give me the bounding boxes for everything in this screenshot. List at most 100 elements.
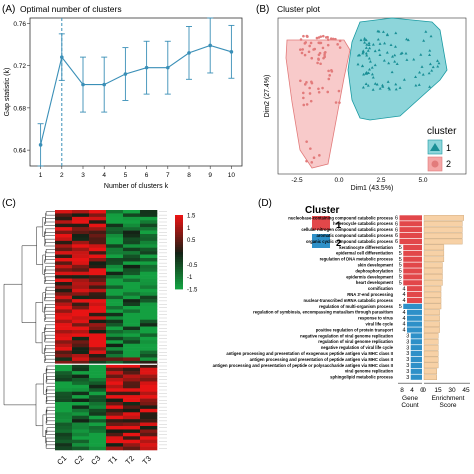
cluster-2-point: [366, 84, 370, 87]
heatmap-cell: [89, 295, 107, 300]
gene-count-bar: [403, 250, 422, 256]
heatmap-cell: [123, 282, 141, 286]
heatmap-cell: [140, 230, 158, 235]
cluster-1-point: [338, 46, 342, 49]
heatmap-cell: [89, 230, 107, 235]
heatmap-cell: [140, 378, 158, 382]
heatmap-cell: [72, 264, 90, 269]
heatmap-cell: [89, 213, 107, 218]
cluster-1-point: [326, 43, 330, 47]
heatmap-cell: [123, 278, 141, 283]
cluster-1-point: [299, 79, 302, 83]
gene-count-value: 6: [395, 216, 398, 222]
heatmap-cell: [72, 336, 90, 341]
dendrogram-branch: [46, 417, 55, 423]
heatmap-cell: [55, 240, 73, 245]
gap-line: [40, 44, 232, 145]
heatmap-cell: [55, 336, 73, 341]
heatmap-cell: [123, 306, 141, 310]
go-term-label: antigen processing and presentation of e…: [226, 351, 393, 356]
dendrogram-branch: [46, 376, 55, 382]
dendrogram-branch: [44, 334, 55, 341]
cluster-2-point: [373, 82, 377, 85]
cluster-2-point: [387, 61, 391, 65]
cluster-1-point: [334, 101, 338, 104]
heatmap-cell: [106, 360, 124, 365]
cluster-2-point: [418, 70, 422, 74]
heatmap-cell: [55, 258, 73, 262]
go-term-label: sphingolipid metabolic process: [330, 375, 393, 380]
gap-point: [123, 72, 128, 76]
gene-count-bar: [399, 215, 422, 221]
cluster-2-point: [361, 51, 365, 55]
heatmap-cell: [140, 343, 158, 348]
heatmap-cell: [123, 330, 141, 334]
panel-b-title: Cluster plot: [277, 4, 321, 14]
cluster-2-point: [383, 41, 387, 45]
heatmap-cell: [140, 432, 158, 437]
dendrogram-branch: [44, 304, 55, 310]
dendrogram-branch: [45, 400, 55, 404]
panel-a-ylabel: Gap statistic (k): [4, 68, 11, 117]
column-label: C2: [72, 454, 85, 467]
cluster-2-point: [398, 86, 402, 89]
heatmap-cell: [89, 227, 107, 231]
enrichment-bar: [423, 280, 443, 286]
cluster-2-point: [367, 67, 371, 71]
heatmap-cell: [89, 271, 107, 276]
heatmap-cell: [72, 340, 90, 345]
heatmap-cell: [55, 367, 73, 372]
color-scale-step: [175, 242, 183, 245]
heatmap-cell: [106, 326, 124, 331]
heatmap-cell: [72, 244, 90, 249]
heatmap-cell: [89, 285, 107, 290]
cluster-1-point: [334, 37, 337, 41]
gene-count-bar: [403, 262, 422, 268]
heatmap-cell: [55, 429, 73, 434]
cluster-2-point: [412, 57, 416, 61]
heatmap-cell: [89, 391, 107, 396]
heatmap-cell: [123, 299, 141, 303]
heatmap-cell: [89, 402, 107, 406]
cluster-2-point: [428, 85, 432, 88]
heatmap-cell: [55, 436, 73, 441]
cluster-1-point: [336, 43, 339, 46]
heatmap-cell: [72, 302, 90, 307]
gene-count-value: 4: [402, 322, 405, 328]
heatmap-cell: [55, 302, 73, 307]
gene-count-value: 6: [395, 221, 398, 227]
dendrogram-branch: [45, 249, 55, 254]
heatmap-cell: [140, 299, 158, 303]
gene-count-bar: [407, 315, 422, 321]
legend-cluster-2-label: 2: [446, 159, 451, 169]
color-scale-step: [175, 286, 183, 290]
heatmap-cell: [140, 323, 158, 327]
heatmap-cell: [140, 309, 158, 314]
heatmap-cell: [140, 412, 158, 417]
heatmap-cell: [123, 439, 141, 444]
heatmap-cell: [89, 268, 107, 273]
heatmap-cell: [72, 354, 90, 358]
heatmap-cell: [106, 367, 124, 372]
enrichment-bar: [423, 274, 443, 280]
cluster-1-hull: [285, 39, 351, 169]
gene-count-bar: [410, 339, 422, 345]
heatmap-cell: [123, 264, 141, 269]
heatmap-cell: [140, 264, 158, 269]
gene-count-bar: [407, 309, 422, 315]
heatmap-cell: [72, 436, 90, 441]
heatmap-cell: [89, 216, 107, 221]
dendrogram-branch: [45, 437, 55, 442]
cluster-2-point: [405, 58, 409, 61]
panel-a-xlabel: Number of clusters k: [104, 183, 169, 190]
heatmap-cell: [89, 419, 107, 423]
heatmap-cell: [55, 354, 73, 358]
heatmap-cell: [89, 247, 107, 252]
go-term-label: epidermal cell differentiation: [336, 251, 393, 256]
dendrogram-branch: [45, 410, 55, 415]
cluster-2-point: [393, 60, 397, 63]
dendrogram-branch: [45, 444, 55, 449]
heatmap-cell: [55, 299, 73, 303]
heatmap-cell: [55, 395, 73, 399]
heatmap-cell: [106, 312, 124, 317]
